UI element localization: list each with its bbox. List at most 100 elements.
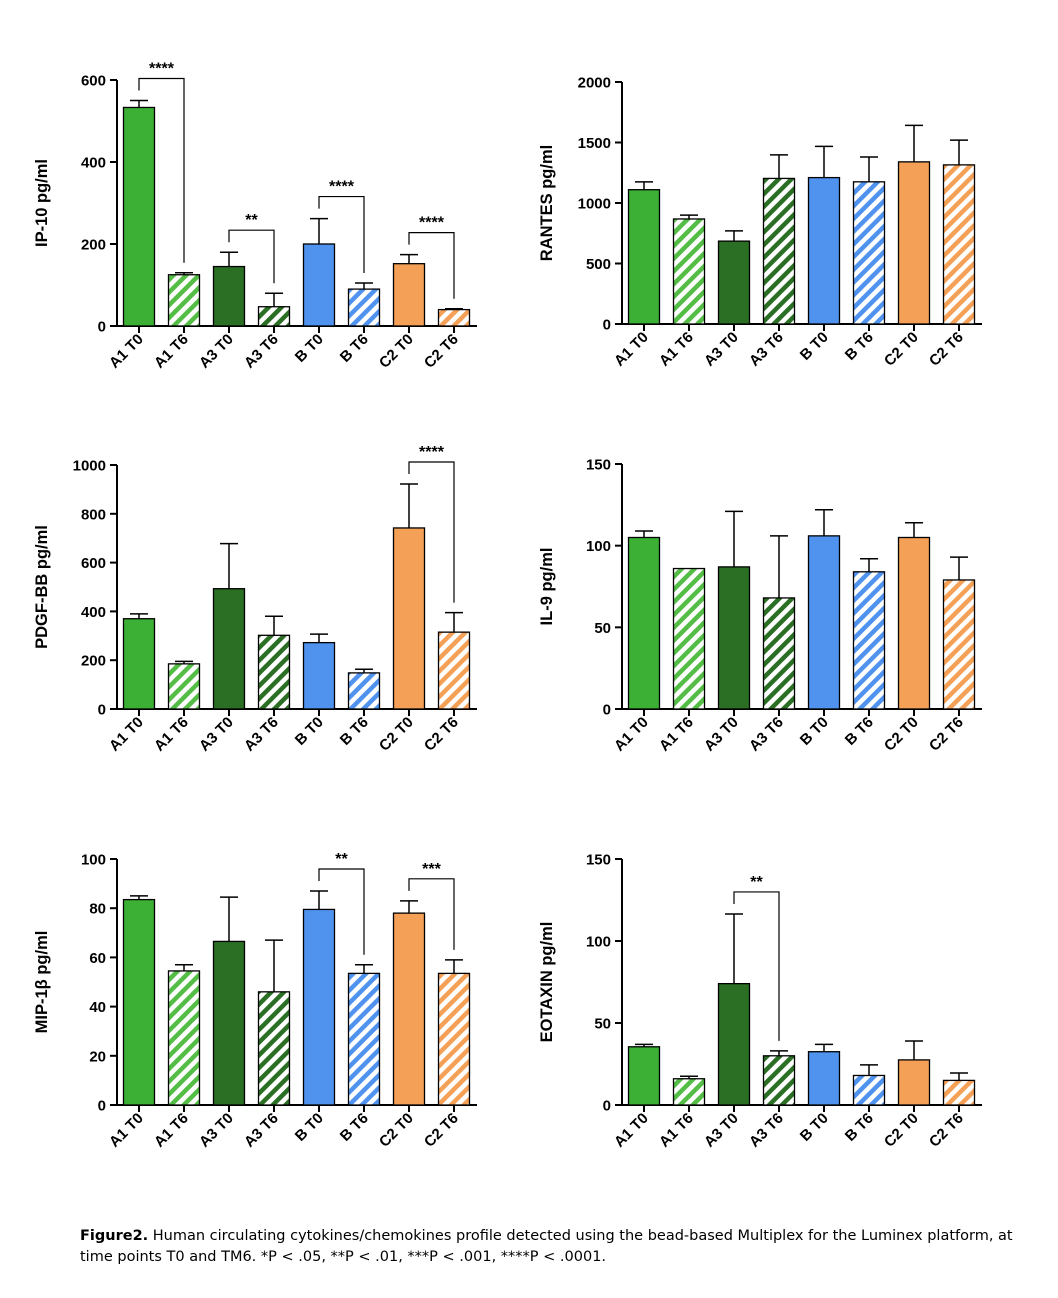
bar-b-t0 bbox=[807, 1051, 841, 1106]
x-tick-label: C2 T6 bbox=[926, 714, 967, 755]
x-tick-label: A1 T0 bbox=[106, 714, 147, 755]
y-tick-label: 200 bbox=[81, 237, 106, 254]
y-axis-label: RANTES pg/ml bbox=[538, 145, 556, 261]
y-tick-label: 1000 bbox=[578, 196, 611, 213]
x-tick-label: C2 T6 bbox=[926, 329, 967, 370]
significance-label: ** bbox=[750, 874, 763, 891]
y-tick-label: 200 bbox=[81, 653, 106, 670]
chart-pdgfbb: 0 200 400 600 800 1000 PDGF-BB pg/ml A1 T0 A1 T6… bbox=[33, 444, 477, 755]
bar-b-t0 bbox=[807, 535, 841, 710]
bar-a3-t0 bbox=[212, 940, 246, 1106]
y-axis-label: MIP-1β pg/ml bbox=[33, 931, 51, 1034]
x-tick-label: C2 T0 bbox=[881, 714, 922, 755]
significance-bracket bbox=[408, 878, 455, 950]
x-tick-label: B T6 bbox=[842, 329, 877, 364]
y-tick-label: 1500 bbox=[578, 135, 611, 152]
bar-c2-t6 bbox=[942, 1079, 976, 1106]
x-tick-label: B T6 bbox=[842, 714, 877, 749]
x-tick-label: B T0 bbox=[797, 1110, 832, 1145]
bar-c2-t0 bbox=[897, 161, 931, 325]
x-tick-label: B T6 bbox=[337, 331, 372, 366]
y-tick-label: 150 bbox=[586, 852, 611, 869]
bar-a3-t6 bbox=[762, 1055, 796, 1106]
x-tick-label: A3 T6 bbox=[241, 1110, 282, 1151]
x-tick-label: A3 T0 bbox=[701, 714, 742, 755]
bar-a1-t6 bbox=[167, 663, 201, 710]
y-axis-label: PDGF-BB pg/ml bbox=[33, 525, 51, 649]
x-tick-label: A3 T6 bbox=[241, 714, 282, 755]
y-tick-label: 100 bbox=[586, 538, 611, 555]
y-tick-label: 500 bbox=[586, 256, 611, 273]
bar-c2-t6 bbox=[437, 972, 471, 1106]
x-tick-label: A1 T6 bbox=[151, 331, 192, 372]
bar-a1-t6 bbox=[672, 567, 706, 710]
figure-caption: Figure2. Human circulating cytokines/che… bbox=[80, 1226, 1030, 1268]
bar-b-t0 bbox=[302, 908, 336, 1106]
x-tick-label: B T0 bbox=[292, 714, 327, 749]
caption-label: Figure2. bbox=[80, 1228, 149, 1244]
significance-label: ** bbox=[335, 851, 348, 868]
x-tick-label: C2 T6 bbox=[421, 1110, 462, 1151]
y-tick-label: 40 bbox=[89, 999, 106, 1016]
significance-label: ** bbox=[245, 212, 258, 229]
bar-b-t6 bbox=[347, 288, 381, 327]
bar-a3-t0 bbox=[717, 982, 751, 1106]
bar-a1-t0 bbox=[122, 898, 156, 1106]
y-tick-label: 100 bbox=[586, 934, 611, 951]
y-axis-label: IP-10 pg/ml bbox=[33, 159, 51, 247]
x-tick-label: C2 T0 bbox=[376, 714, 417, 755]
bar-a3-t6 bbox=[762, 177, 796, 325]
x-tick-label: C2 T0 bbox=[376, 1110, 417, 1151]
x-tick-label: C2 T0 bbox=[881, 1110, 922, 1151]
x-tick-label: A3 T0 bbox=[196, 714, 237, 755]
significance-bracket bbox=[318, 868, 365, 955]
y-axis-label: IL-9 pg/ml bbox=[538, 548, 556, 626]
bar-b-t6 bbox=[852, 181, 886, 325]
y-tick-label: 0 bbox=[98, 702, 106, 719]
significance-label: **** bbox=[419, 215, 445, 232]
bar-a1-t0 bbox=[122, 618, 156, 710]
bar-c2-t0 bbox=[897, 536, 931, 710]
x-tick-label: A1 T0 bbox=[106, 331, 147, 372]
significance-label: **** bbox=[419, 444, 445, 461]
y-tick-label: 100 bbox=[81, 852, 106, 869]
bar-a3-t0 bbox=[212, 588, 246, 710]
x-tick-label: C2 T6 bbox=[421, 714, 462, 755]
bar-b-t0 bbox=[807, 176, 841, 325]
bar-a1-t6 bbox=[167, 970, 201, 1106]
bar-c2-t0 bbox=[392, 912, 426, 1106]
x-tick-label: A3 T0 bbox=[196, 331, 237, 372]
y-tick-label: 50 bbox=[594, 620, 611, 637]
bar-c2-t0 bbox=[897, 1059, 931, 1106]
bar-c2-t6 bbox=[437, 308, 471, 327]
significance-bracket bbox=[733, 891, 780, 1041]
y-tick-label: 1000 bbox=[73, 458, 106, 475]
bar-a1-t0 bbox=[627, 536, 661, 710]
bar-a1-t0 bbox=[122, 106, 156, 327]
bar-b-t6 bbox=[347, 672, 381, 710]
x-tick-label: B T6 bbox=[842, 1110, 877, 1145]
x-tick-label: B T0 bbox=[292, 331, 327, 366]
y-tick-label: 400 bbox=[81, 604, 106, 621]
y-tick-label: 0 bbox=[603, 1098, 611, 1115]
bar-a1-t0 bbox=[627, 189, 661, 325]
x-tick-label: A3 T0 bbox=[701, 1110, 742, 1151]
bar-a3-t0 bbox=[717, 240, 751, 325]
bar-b-t6 bbox=[852, 571, 886, 710]
y-tick-label: 400 bbox=[81, 155, 106, 172]
x-tick-label: A3 T6 bbox=[746, 1110, 787, 1151]
y-tick-label: 600 bbox=[81, 73, 106, 90]
y-tick-label: 50 bbox=[594, 1016, 611, 1033]
x-tick-label: C2 T6 bbox=[926, 1110, 967, 1151]
bar-c2-t6 bbox=[437, 631, 471, 710]
bar-c2-t6 bbox=[942, 579, 976, 710]
x-tick-label: B T0 bbox=[797, 714, 832, 749]
bar-b-t6 bbox=[852, 1074, 886, 1106]
x-tick-label: A1 T6 bbox=[151, 1110, 192, 1151]
significance-bracket bbox=[408, 232, 455, 299]
significance-label: **** bbox=[149, 61, 175, 78]
significance-label: *** bbox=[422, 861, 441, 878]
x-tick-label: A1 T6 bbox=[151, 714, 192, 755]
